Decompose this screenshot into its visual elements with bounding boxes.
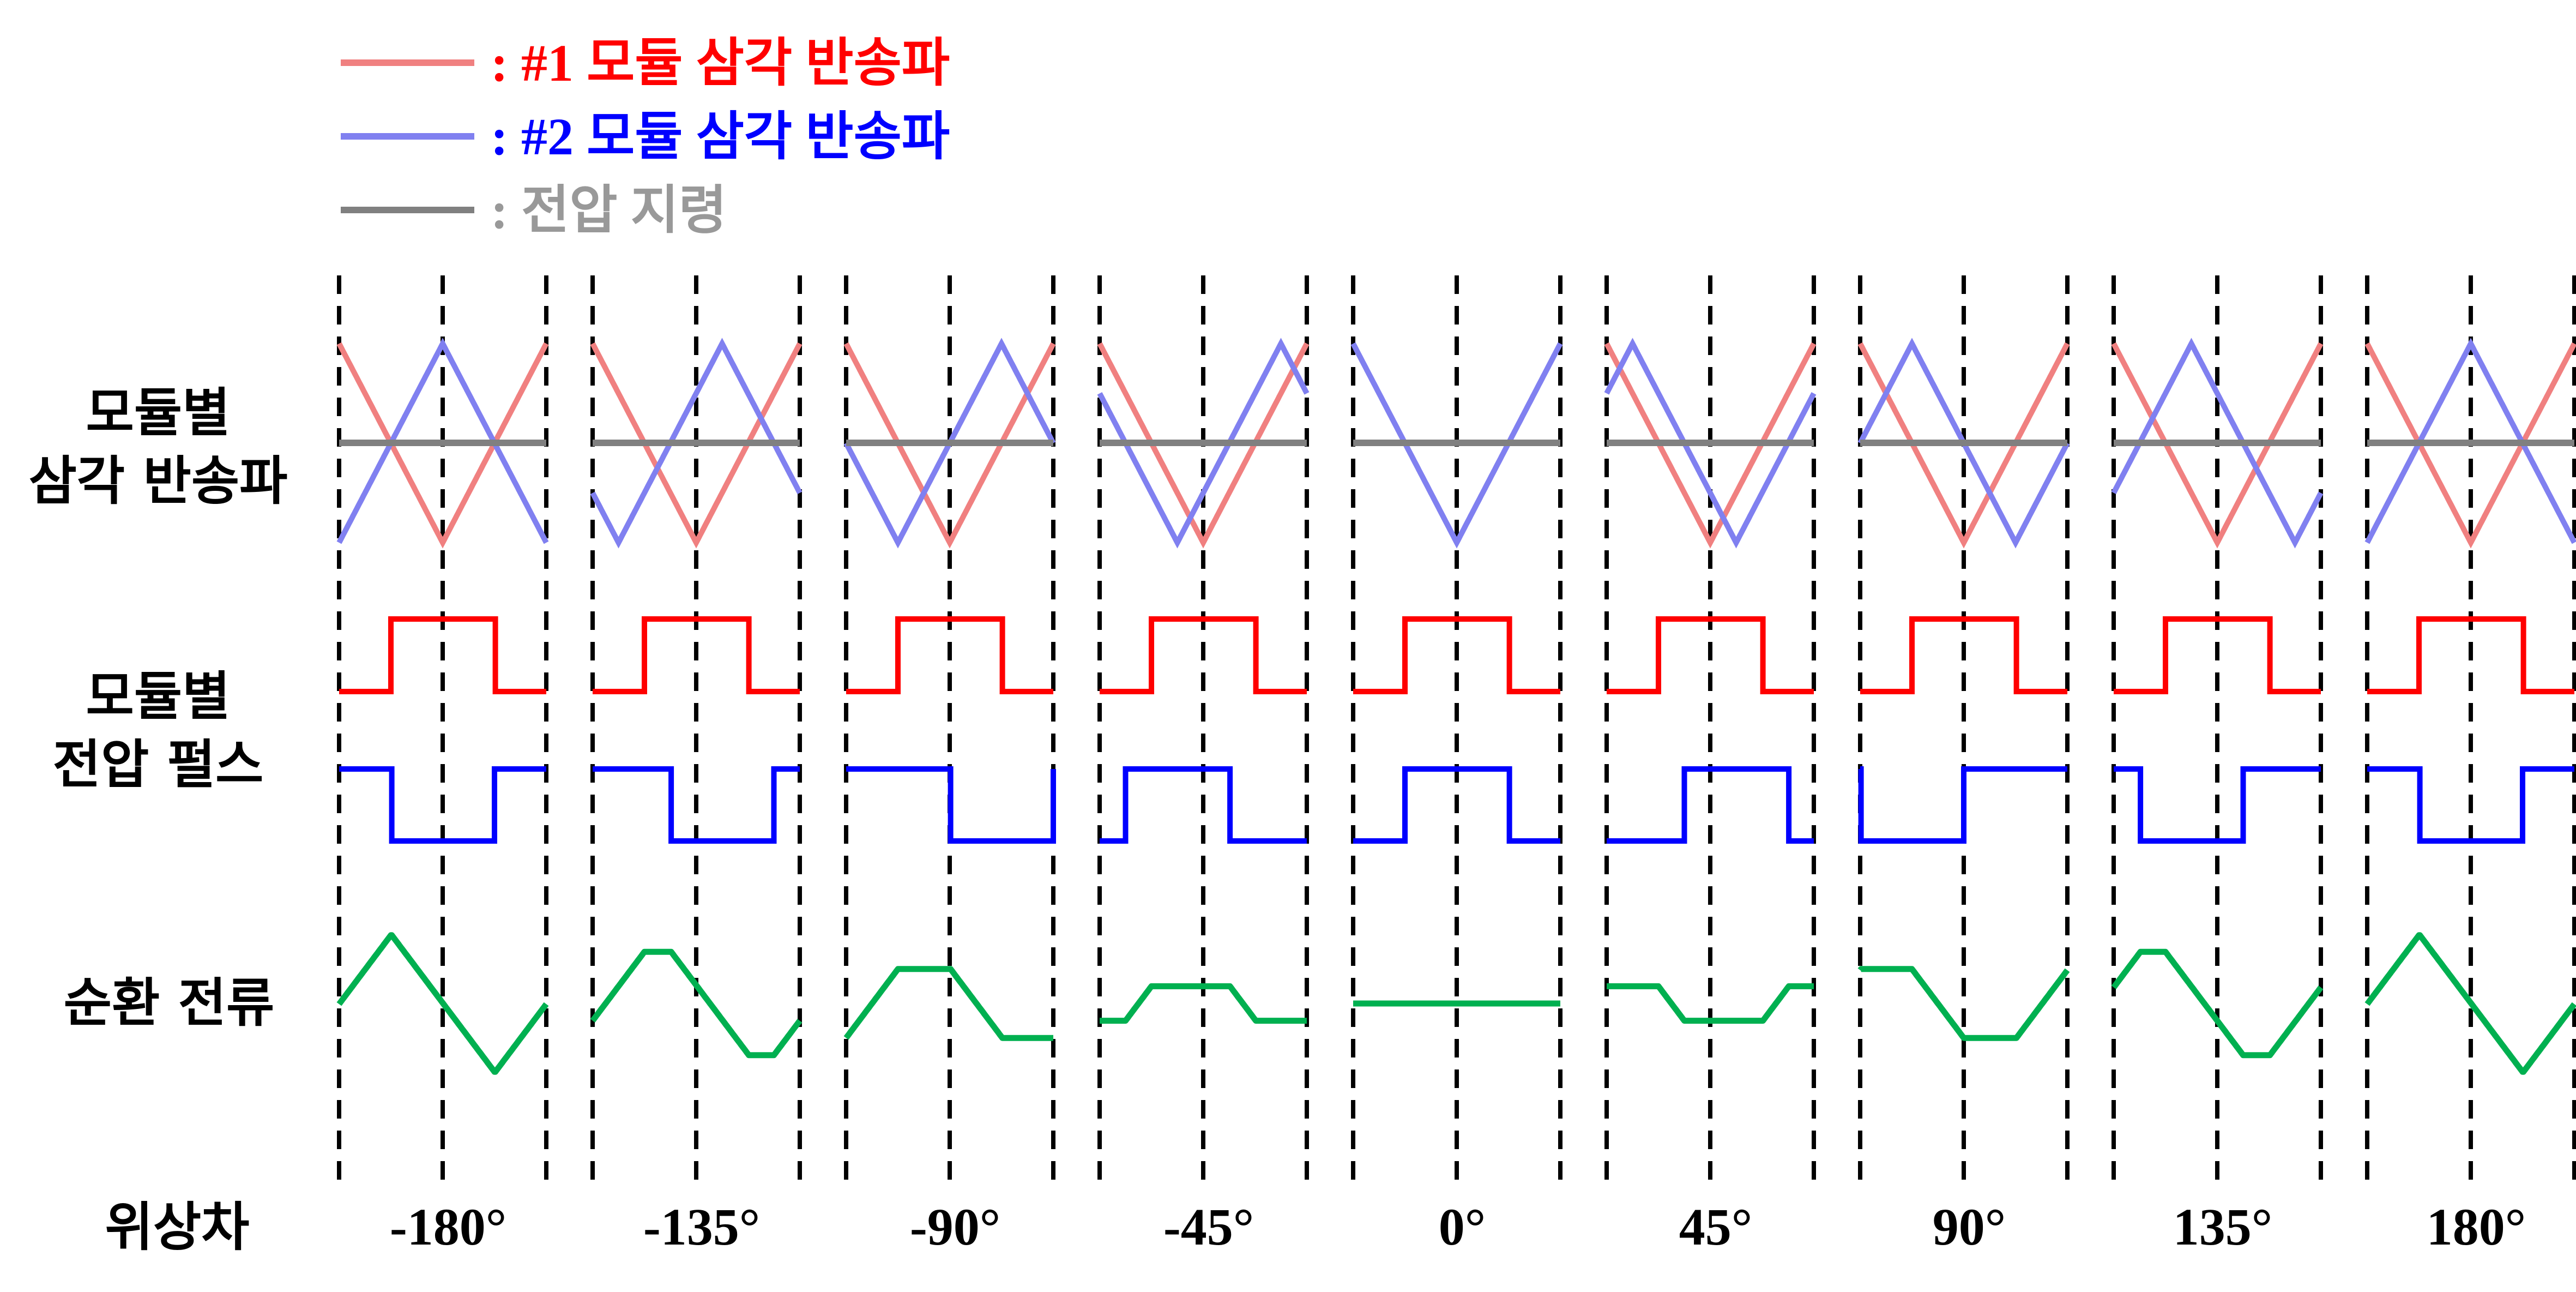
phase-label: 135° — [2173, 1198, 2272, 1256]
circulating-current — [1604, 983, 1816, 1024]
legend: : #1 모듈 삼각 반송파 : #2 모듈 삼각 반송파 : 전압 지령 — [341, 34, 950, 239]
voltage-pulse-1 — [1100, 616, 1307, 694]
phase-label: 90° — [1933, 1198, 2006, 1256]
circulating-current — [336, 932, 549, 1075]
carrier-1 — [1097, 342, 1310, 549]
voltage-pulse-1 — [2367, 616, 2574, 694]
phase-panel: -45° — [1097, 275, 1310, 1256]
carrier-1 — [2364, 342, 2576, 549]
carrier-row-label-line1: 모듈별 — [86, 382, 231, 443]
voltage-pulse-2 — [593, 766, 800, 844]
carrier-2 — [1097, 338, 1310, 549]
carrier-1 — [336, 342, 549, 549]
voltage-pulse-2 — [1353, 766, 1560, 844]
circulating-current — [2364, 932, 2576, 1075]
voltage-pulse-2 — [1607, 766, 1814, 844]
phase-row-label: 위상차 — [105, 1197, 250, 1258]
carrier-1 — [2111, 342, 2324, 549]
legend-label-1: : #1 모듈 삼각 반송파 — [491, 34, 950, 92]
carrier-2 — [336, 338, 549, 544]
phase-panel: -135° — [590, 275, 803, 1256]
circulating-current — [2111, 948, 2324, 1059]
legend-label-2: : #2 모듈 삼각 반송파 — [491, 107, 950, 166]
phase-panel: 45° — [1604, 275, 1817, 1256]
voltage-pulse-2 — [2114, 766, 2321, 844]
voltage-pulse-2 — [2367, 766, 2574, 844]
phase-panel: 90° — [1857, 275, 2070, 1256]
carrier-2 — [2111, 338, 2324, 549]
circulating-current — [843, 966, 1055, 1041]
voltage-pulse-2 — [846, 766, 1056, 844]
phase-label: 180° — [2427, 1198, 2526, 1256]
voltage-pulse-2 — [1858, 766, 2067, 844]
phase-label: -180° — [390, 1198, 506, 1256]
phase-panels: -180° -135° -90° -45° 0° 45° 90° 135° 180° — [336, 275, 2576, 1256]
phase-panel: 180° — [2364, 275, 2576, 1256]
pulse-row-label-line2: 전압 펄스 — [53, 734, 264, 795]
voltage-pulse-1 — [2114, 616, 2321, 694]
carrier-1 — [1857, 342, 2070, 549]
pulse-row-label-line1: 모듈별 — [86, 666, 231, 727]
voltage-pulse-2 — [339, 766, 546, 844]
voltage-pulse-1 — [593, 616, 800, 694]
row-labels: 모듈별 삼각 반송파 모듈별 전압 펄스 순환 전류 위상차 — [28, 382, 287, 1258]
voltage-pulse-2 — [1100, 766, 1307, 844]
voltage-pulse-1 — [339, 616, 546, 694]
phase-label: 45° — [1679, 1198, 1752, 1256]
phase-panel: 135° — [2111, 275, 2324, 1256]
phase-panel: -90° — [843, 275, 1056, 1256]
voltage-pulse-1 — [1353, 616, 1560, 694]
voltage-pulse-1 — [1607, 616, 1814, 694]
carrier-1 — [1604, 342, 1817, 549]
phase-label: 0° — [1439, 1198, 1486, 1256]
current-row-label: 순환 전류 — [64, 972, 275, 1033]
circulating-current — [590, 948, 803, 1059]
carrier-2 — [1604, 338, 1817, 549]
voltage-pulse-1 — [1860, 616, 2067, 694]
carrier-2 — [2364, 338, 2576, 544]
carrier-1 — [843, 342, 1056, 549]
carrier-2 — [590, 338, 803, 549]
voltage-pulse-1 — [846, 616, 1053, 694]
carrier-2 — [1350, 342, 1563, 549]
phase-panel: 0° — [1350, 275, 1563, 1256]
phase-label: -135° — [643, 1198, 760, 1256]
phase-label: -45° — [1163, 1198, 1254, 1256]
phase-panel: -180° — [336, 275, 549, 1256]
carrier-row-label-line2: 삼각 반송파 — [28, 450, 287, 512]
carrier-1 — [590, 342, 803, 549]
circulating-current — [1097, 983, 1309, 1024]
legend-label-3: : 전압 지령 — [491, 181, 727, 239]
circulating-current — [1857, 966, 2070, 1041]
phase-label: -90° — [910, 1198, 1000, 1256]
